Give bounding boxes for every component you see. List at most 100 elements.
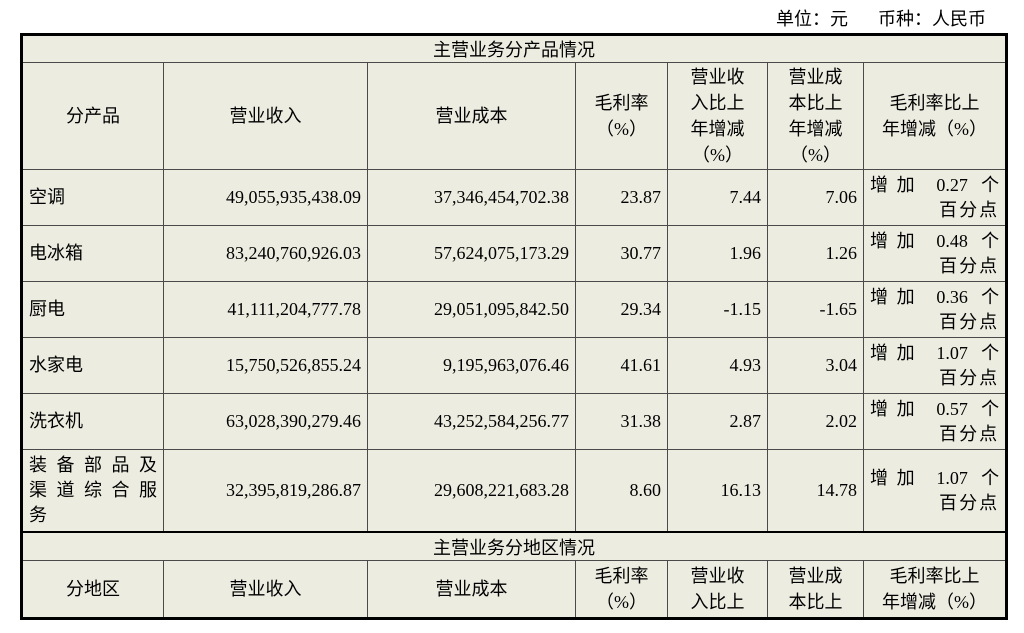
header-line: 营业收 xyxy=(690,566,745,586)
revenue-change-cell: -1.15 xyxy=(667,281,768,338)
header-line: 分地区 xyxy=(66,579,120,599)
header-line: 年增减 xyxy=(788,119,843,139)
revenue-cell: 83,240,760,926.03 xyxy=(163,225,368,282)
margin-change-cell: 增加 0.57 个 百分点 xyxy=(862,393,1008,450)
product-header-row: 分产品 营业收入 营业成本 毛利率 （%） 营业收 入比上 年增减 （%） 营业… xyxy=(21,62,1008,170)
table-row: 洗衣机 63,028,390,279.46 43,252,584,256.77 … xyxy=(21,393,1008,450)
header-line: 年增减 xyxy=(690,119,745,139)
header-product: 分产品 xyxy=(21,62,164,170)
currency-label: 币种：人民币 xyxy=(878,9,986,29)
header-cost: 营业成本 xyxy=(367,560,576,619)
header-cost-change: 营业成 本比上 xyxy=(767,560,864,619)
header-line: 入比上 xyxy=(690,592,745,612)
revenue-change-cell: 1.96 xyxy=(667,225,768,282)
revenue-cell: 63,028,390,279.46 xyxy=(163,393,368,450)
revenue-cell: 32,395,819,286.87 xyxy=(163,449,368,533)
margin-change-cell: 增加 0.27 个 百分点 xyxy=(862,169,1008,226)
header-line: 营业收 xyxy=(690,67,745,87)
header-line: 毛利率比上 xyxy=(889,566,980,586)
product-name-cell: 装备部品及 渠道综合服 务 xyxy=(21,449,164,533)
region-section-title: 主营业务分地区情况 xyxy=(20,531,1008,561)
header-line: 营业成 xyxy=(788,566,843,586)
revenue-change-cell: 2.87 xyxy=(667,393,768,450)
product-name-cell: 厨电 xyxy=(21,281,164,338)
gross-margin-cell: 31.38 xyxy=(575,393,668,450)
header-revenue-change: 营业收 入比上 xyxy=(667,560,768,619)
product-name: 水家电 xyxy=(29,355,83,375)
header-line: （%） xyxy=(596,592,647,612)
margin-change-cell: 增加 0.36 个 百分点 xyxy=(862,281,1008,338)
header-line: 本比上 xyxy=(788,93,843,113)
header-line: 营业收入 xyxy=(229,106,302,126)
header-line: （%） xyxy=(692,145,743,165)
cost-cell: 37,346,454,702.38 xyxy=(367,169,576,226)
gross-margin-cell: 30.77 xyxy=(575,225,668,282)
revenue-change-cell: 7.44 xyxy=(667,169,768,226)
cost-change-cell: 14.78 xyxy=(767,449,864,533)
product-name: 厨电 xyxy=(29,299,65,319)
gross-margin-cell: 29.34 xyxy=(575,281,668,338)
header-line: 营业成 xyxy=(788,67,843,87)
cost-change-cell: -1.65 xyxy=(767,281,864,338)
gross-margin-cell: 41.61 xyxy=(575,337,668,394)
margin-change-line: 增加 1.07 个 xyxy=(870,342,1000,363)
margin-change-line: 增加 0.48 个 xyxy=(870,230,1000,251)
header-margin-change: 毛利率比上 年增减（%） xyxy=(862,560,1008,619)
cost-cell: 43,252,584,256.77 xyxy=(367,393,576,450)
product-name-cell: 空调 xyxy=(21,169,164,226)
unit-currency-line: 单位：元 币种：人民币 xyxy=(20,5,986,31)
revenue-change-cell: 16.13 xyxy=(667,449,768,533)
main-business-table: 主营业务分产品情况 分产品 营业收入 营业成本 毛利率 （%） 营业收 入比上 … xyxy=(20,33,1009,620)
unit-label: 单位：元 xyxy=(776,9,848,29)
margin-change-cell: 增加 1.07 个 百分点 xyxy=(862,337,1008,394)
header-line: （%） xyxy=(596,119,647,139)
table-row: 水家电 15,750,526,855.24 9,195,963,076.46 4… xyxy=(21,337,1008,394)
product-name: 装备部品及 xyxy=(29,455,157,475)
cost-change-cell: 7.06 xyxy=(767,169,864,226)
table-row: 装备部品及 渠道综合服 务 32,395,819,286.87 29,608,2… xyxy=(21,449,1008,533)
header-line: 营业成本 xyxy=(435,106,508,126)
header-line: 营业成本 xyxy=(435,579,508,599)
revenue-cell: 49,055,935,438.09 xyxy=(163,169,368,226)
product-section-title-row: 主营业务分产品情况 xyxy=(20,34,1008,63)
gross-margin-cell: 8.60 xyxy=(575,449,668,533)
cost-change-cell: 3.04 xyxy=(767,337,864,394)
gross-margin-cell: 23.87 xyxy=(575,169,668,226)
header-line: （%） xyxy=(790,145,841,165)
region-header-row: 分地区 营业收入 营业成本 毛利率 （%） 营业收 入比上 营业成 本比上 毛利… xyxy=(21,560,1008,619)
header-gross-margin: 毛利率 （%） xyxy=(575,62,668,170)
header-line: 分产品 xyxy=(66,106,120,126)
header-region: 分地区 xyxy=(21,560,164,619)
cost-cell: 29,608,221,683.28 xyxy=(367,449,576,533)
header-line: 入比上 xyxy=(690,93,745,113)
product-name: 洗衣机 xyxy=(29,411,83,431)
cost-cell: 29,051,095,842.50 xyxy=(367,281,576,338)
header-line: 年增减（%） xyxy=(882,119,988,139)
revenue-cell: 15,750,526,855.24 xyxy=(163,337,368,394)
margin-change-cell: 增加 1.07 个 百分点 xyxy=(862,449,1008,533)
header-line: 营业收入 xyxy=(229,579,302,599)
margin-change-line: 百分点 xyxy=(939,255,1000,276)
header-cost-change: 营业成 本比上 年增减 （%） xyxy=(767,62,864,170)
cost-change-cell: 2.02 xyxy=(767,393,864,450)
region-section-title-row: 主营业务分地区情况 xyxy=(20,531,1008,561)
margin-change-line: 百分点 xyxy=(939,492,1000,513)
revenue-cell: 41,111,204,777.78 xyxy=(163,281,368,338)
product-name-cell: 洗衣机 xyxy=(21,393,164,450)
margin-change-line: 百分点 xyxy=(939,367,1000,388)
header-line: 毛利率 xyxy=(594,566,649,586)
header-line: 本比上 xyxy=(788,592,843,612)
header-cost: 营业成本 xyxy=(367,62,576,170)
product-section-title: 主营业务分产品情况 xyxy=(20,34,1008,63)
product-name-cell: 电冰箱 xyxy=(21,225,164,282)
header-line: 毛利率比上 xyxy=(889,93,980,113)
header-line: 毛利率 xyxy=(594,93,649,113)
table-row: 厨电 41,111,204,777.78 29,051,095,842.50 2… xyxy=(21,281,1008,338)
table-row: 电冰箱 83,240,760,926.03 57,624,075,173.29 … xyxy=(21,225,1008,282)
product-name: 电冰箱 xyxy=(29,243,83,263)
header-line: 年增减（%） xyxy=(882,592,988,612)
margin-change-line: 百分点 xyxy=(939,423,1000,444)
cost-cell: 9,195,963,076.46 xyxy=(367,337,576,394)
revenue-change-cell: 4.93 xyxy=(667,337,768,394)
